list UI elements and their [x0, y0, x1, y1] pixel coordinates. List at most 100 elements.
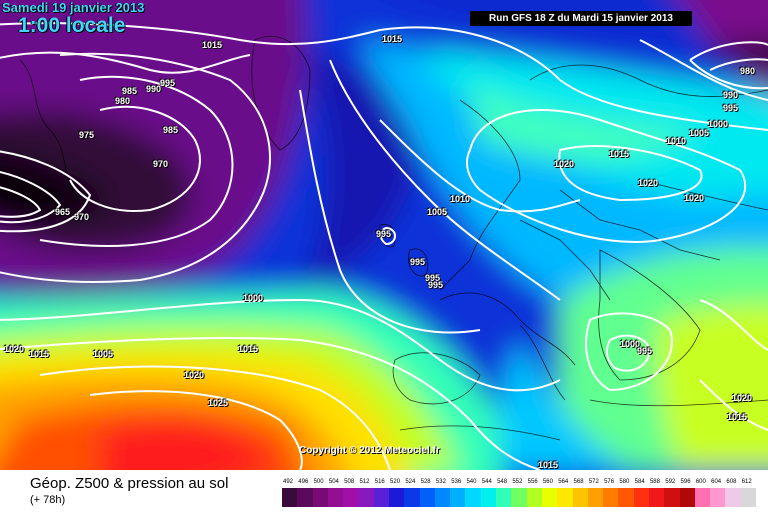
- isobar-label: 1015: [538, 460, 559, 470]
- color-scale-tick: 556: [527, 479, 538, 485]
- color-scale-tick: 516: [374, 479, 385, 485]
- isobar-label: 1010: [666, 136, 687, 146]
- color-swatch: [740, 488, 757, 507]
- isobar-label: 1020: [684, 193, 705, 203]
- color-scale: 492 496 500 504 508 512 516 520 524 528 532 536 540 5…: [282, 478, 757, 508]
- color-scale-tick: 552: [512, 479, 523, 485]
- color-swatch: [389, 488, 405, 507]
- isobar-label: 975: [79, 130, 95, 140]
- isobar-label: 980: [740, 66, 756, 76]
- isobar-label: 1020: [732, 393, 753, 403]
- color-swatch: [664, 488, 681, 507]
- color-scale-tick: 592: [665, 479, 676, 485]
- isobar-label: 1015: [382, 34, 403, 44]
- color-swatch: [618, 488, 635, 507]
- color-swatch: [541, 488, 558, 507]
- color-swatch: [511, 488, 528, 507]
- color-scale-tick: 560: [542, 479, 553, 485]
- color-swatch: [557, 488, 573, 507]
- color-swatch: [343, 488, 359, 507]
- isobars: [0, 22, 768, 470]
- geopotential-fill: [0, 0, 768, 470]
- color-swatch: [648, 488, 665, 507]
- isobar-label: 985: [163, 125, 179, 135]
- color-swatch: [450, 488, 466, 507]
- isobar-label: 965: [55, 207, 71, 217]
- isobar-label: 1000: [708, 119, 729, 129]
- color-swatch: [404, 488, 421, 507]
- color-swatch: [526, 488, 543, 507]
- color-scale-tick: 500: [313, 479, 324, 485]
- isobar-label: 1005: [689, 128, 710, 138]
- isobar-label: 1000: [620, 339, 641, 349]
- isobar-label: 1015: [609, 149, 630, 159]
- color-swatch: [587, 488, 604, 507]
- color-swatch: [327, 488, 344, 507]
- color-swatch: [373, 488, 390, 507]
- color-scale-tick: 548: [497, 479, 508, 485]
- color-swatch: [710, 488, 726, 507]
- isobar-label: 1020: [184, 370, 205, 380]
- color-swatch: [282, 488, 298, 507]
- isobar-label: 995: [723, 103, 739, 113]
- isobar-label: 995: [425, 273, 441, 283]
- color-scale-tick: 588: [649, 479, 660, 485]
- isobar-label: 970: [153, 159, 169, 169]
- isobar-label: 1015: [202, 40, 223, 50]
- legend-footer: Géop. Z500 & pression au sol (+ 78h) 492…: [0, 470, 768, 512]
- color-swatch: [725, 488, 742, 507]
- isobar-label: 1005: [427, 207, 448, 217]
- isobar-label: 1025: [208, 398, 229, 408]
- color-scale-tick: 564: [558, 479, 569, 485]
- forecast-date: Samedi 19 janvier 2013: [2, 0, 145, 15]
- isobar-label: 995: [376, 229, 392, 239]
- color-swatch: [603, 488, 619, 507]
- color-swatch: [572, 488, 589, 507]
- color-scale-tick: 540: [466, 479, 477, 485]
- isobar-label: 995: [428, 280, 444, 290]
- color-swatch: [480, 488, 497, 507]
- color-scale-tick: 576: [604, 479, 615, 485]
- z500-map: [0, 0, 768, 470]
- color-scale-tick: 536: [451, 479, 462, 485]
- isobar-label: 1015: [727, 412, 748, 422]
- color-swatch: [434, 488, 451, 507]
- isobar-label: 995: [410, 257, 426, 267]
- color-scale-tick: 532: [435, 479, 446, 485]
- isobar-label: 1020: [4, 344, 25, 354]
- color-swatch: [679, 488, 696, 507]
- color-scale-tick: 524: [405, 479, 416, 485]
- color-swatch: [358, 488, 375, 507]
- color-scale-tick: 600: [695, 479, 706, 485]
- isobar-label: 1005: [93, 349, 114, 359]
- field-name: Géop. Z500 & pression au sol: [30, 475, 229, 492]
- color-scale-tick: 604: [711, 479, 722, 485]
- color-scale-tick: 520: [390, 479, 401, 485]
- color-swatch: [419, 488, 436, 507]
- isobar-label: 1015: [29, 349, 50, 359]
- color-swatch: [694, 488, 711, 507]
- color-scale-tick: 512: [359, 479, 370, 485]
- lead-time: (+ 78h): [30, 494, 66, 506]
- color-scale-tick: 496: [298, 479, 309, 485]
- color-scale-tick: 568: [573, 479, 584, 485]
- color-scale-tick: 572: [588, 479, 599, 485]
- color-scale-tick: 504: [328, 479, 339, 485]
- color-scale-tick: 544: [481, 479, 492, 485]
- isobar-label: 980: [115, 96, 131, 106]
- color-swatch: [312, 488, 329, 507]
- color-scale-tick: 492: [283, 479, 294, 485]
- color-scale-tick: 508: [344, 479, 355, 485]
- color-scale-tick: 580: [619, 479, 630, 485]
- isobar-label: 995: [160, 78, 176, 88]
- color-scale-tick: 596: [680, 479, 691, 485]
- run-info: Run GFS 18 Z du Mardi 15 janvier 2013: [470, 11, 692, 26]
- isobar-label: 1010: [450, 194, 471, 204]
- isobar-label: 1020: [554, 159, 575, 169]
- isobar-label: 995: [637, 346, 653, 356]
- color-swatch: [297, 488, 314, 507]
- isobar-label: 970: [74, 212, 90, 222]
- color-scale-tick: 608: [726, 479, 737, 485]
- color-scale-tick: 584: [634, 479, 645, 485]
